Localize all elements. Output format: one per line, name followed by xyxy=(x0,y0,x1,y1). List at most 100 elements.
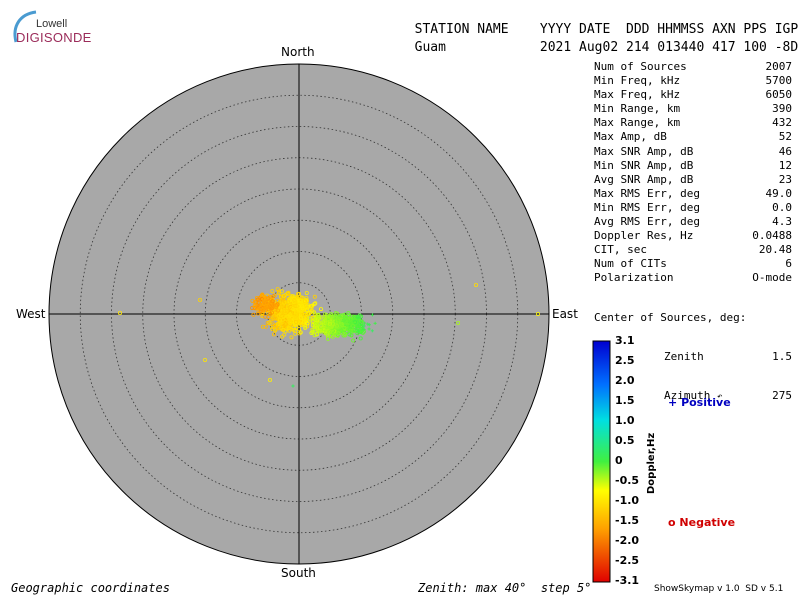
stat-label: Max RMS Err, deg xyxy=(594,186,700,200)
positive-source-point xyxy=(370,329,374,333)
stat-value: 46 xyxy=(778,144,792,158)
colorbar-tick-label: 1.0 xyxy=(615,414,635,427)
negative-source-point xyxy=(268,311,273,316)
stat-value: 390 xyxy=(772,102,792,116)
stat-row: Max Freq, kHz 6050 xyxy=(594,88,792,102)
negative-source-point xyxy=(319,323,324,328)
stat-label: Min Freq, kHz xyxy=(594,74,681,88)
negative-source-point xyxy=(296,309,301,314)
negative-source-point xyxy=(351,338,356,343)
negative-source-point xyxy=(297,331,302,336)
legend-negative: o Negative xyxy=(668,516,735,529)
colorbar-tick-label: 0.5 xyxy=(615,434,635,447)
negative-source-point xyxy=(455,320,460,325)
header-station-label: STATION NAME xyxy=(414,22,509,37)
digisonde-logo-swoosh xyxy=(13,10,37,43)
stat-value: 0.0488 xyxy=(752,229,792,243)
negative-source-point xyxy=(302,299,307,304)
negative-source-point xyxy=(300,304,305,309)
negative-source-point xyxy=(118,310,123,315)
header-time-value: 214 013440 417 100 -8D xyxy=(626,40,799,55)
negative-source-point xyxy=(336,331,341,336)
stat-value: 6050 xyxy=(765,88,793,102)
negative-source-point xyxy=(315,326,320,331)
negative-source-point xyxy=(315,322,320,327)
negative-source-point xyxy=(344,316,349,321)
negative-source-point xyxy=(289,335,294,340)
west-label: West xyxy=(16,307,46,321)
stat-value: 12 xyxy=(778,158,792,172)
colorbar-tick-label: -1.0 xyxy=(615,494,640,507)
stat-label: Max Amp, dB xyxy=(594,130,667,144)
negative-source-point xyxy=(270,289,275,294)
center-title: Center of Sources, deg: xyxy=(594,311,747,324)
negative-source-point xyxy=(287,318,292,323)
negative-source-point xyxy=(305,321,310,326)
negative-source-point xyxy=(269,306,274,311)
negative-source-point xyxy=(295,292,300,297)
negative-source-point xyxy=(273,303,278,308)
negative-source-point xyxy=(251,312,256,317)
negative-source-point xyxy=(260,293,265,298)
negative-source-point xyxy=(281,314,286,319)
negative-source-point xyxy=(292,299,297,304)
positive-source-point xyxy=(361,327,365,332)
header-labels: STATION NAME YYYY DATE DDD HHMMSS AXN PP… xyxy=(399,7,799,37)
stat-row: Min Range, km 390 xyxy=(594,102,792,116)
negative-source-point xyxy=(256,311,261,316)
center-of-sources: Center of Sources, deg: Zenith 1.5 Azimu… xyxy=(594,285,792,415)
negative-source-point xyxy=(344,321,349,326)
colorbar-tick-label: -2.0 xyxy=(615,534,640,547)
stat-value: 49.0 xyxy=(765,186,793,200)
stat-row: Max Range, km 432 xyxy=(594,116,792,130)
stat-row: Min Freq, kHz 5700 xyxy=(594,74,792,88)
negative-source-point xyxy=(293,303,298,308)
circle-icon: o xyxy=(668,516,676,529)
negative-source-point xyxy=(197,297,202,302)
positive-source-point xyxy=(373,321,377,325)
negative-source-point xyxy=(269,301,274,306)
stat-row: Avg SNR Amp, dB 23 xyxy=(594,173,792,187)
negative-source-point xyxy=(263,314,268,319)
stat-label: Avg RMS Err, deg xyxy=(594,215,700,229)
negative-source-point xyxy=(327,324,332,329)
center-azimuth-row: Azimuth ↶ 275 xyxy=(594,389,792,402)
plus-icon: + xyxy=(668,396,678,409)
colorbar-tick-label: -2.5 xyxy=(615,554,640,567)
center-azimuth-value: 275 xyxy=(772,389,792,402)
negative-source-point xyxy=(327,329,332,334)
negative-source-point xyxy=(276,313,281,318)
negative-source-point xyxy=(265,300,270,305)
negative-source-point xyxy=(281,326,286,331)
doppler-colorbar xyxy=(592,340,611,583)
negative-source-point xyxy=(271,332,276,337)
negative-source-point xyxy=(327,321,332,326)
stat-label: Avg SNR Amp, dB xyxy=(594,172,694,186)
stat-label: Max Range, km xyxy=(594,116,681,130)
negative-source-point xyxy=(281,327,286,332)
south-label: South xyxy=(281,566,316,580)
negative-source-point xyxy=(260,324,265,329)
stat-value: 432 xyxy=(772,116,792,130)
negative-source-point xyxy=(337,320,342,325)
negative-source-point xyxy=(294,304,299,309)
legend-positive-label: Positive xyxy=(681,396,731,409)
negative-source-point xyxy=(293,314,298,319)
negative-source-point xyxy=(303,325,308,330)
negative-source-point xyxy=(284,308,289,313)
negative-source-point xyxy=(357,313,362,318)
coordinates-label: Geographic coordinates xyxy=(11,581,170,595)
negative-source-point xyxy=(336,329,341,334)
negative-source-point xyxy=(286,290,291,295)
negative-source-point xyxy=(282,309,287,314)
stat-value: 6 xyxy=(785,257,792,271)
header-values: Guam 2021 Aug02 214 013440 417 100 -8D xyxy=(399,25,799,55)
negative-source-point xyxy=(267,377,272,382)
negative-source-point xyxy=(304,290,309,295)
negative-source-point xyxy=(307,316,312,321)
negative-source-point xyxy=(359,319,364,324)
negative-source-point xyxy=(252,303,257,308)
negative-source-point xyxy=(281,293,286,298)
center-zenith-label: Zenith xyxy=(664,350,704,363)
center-zenith-value: 1.5 xyxy=(772,350,792,363)
